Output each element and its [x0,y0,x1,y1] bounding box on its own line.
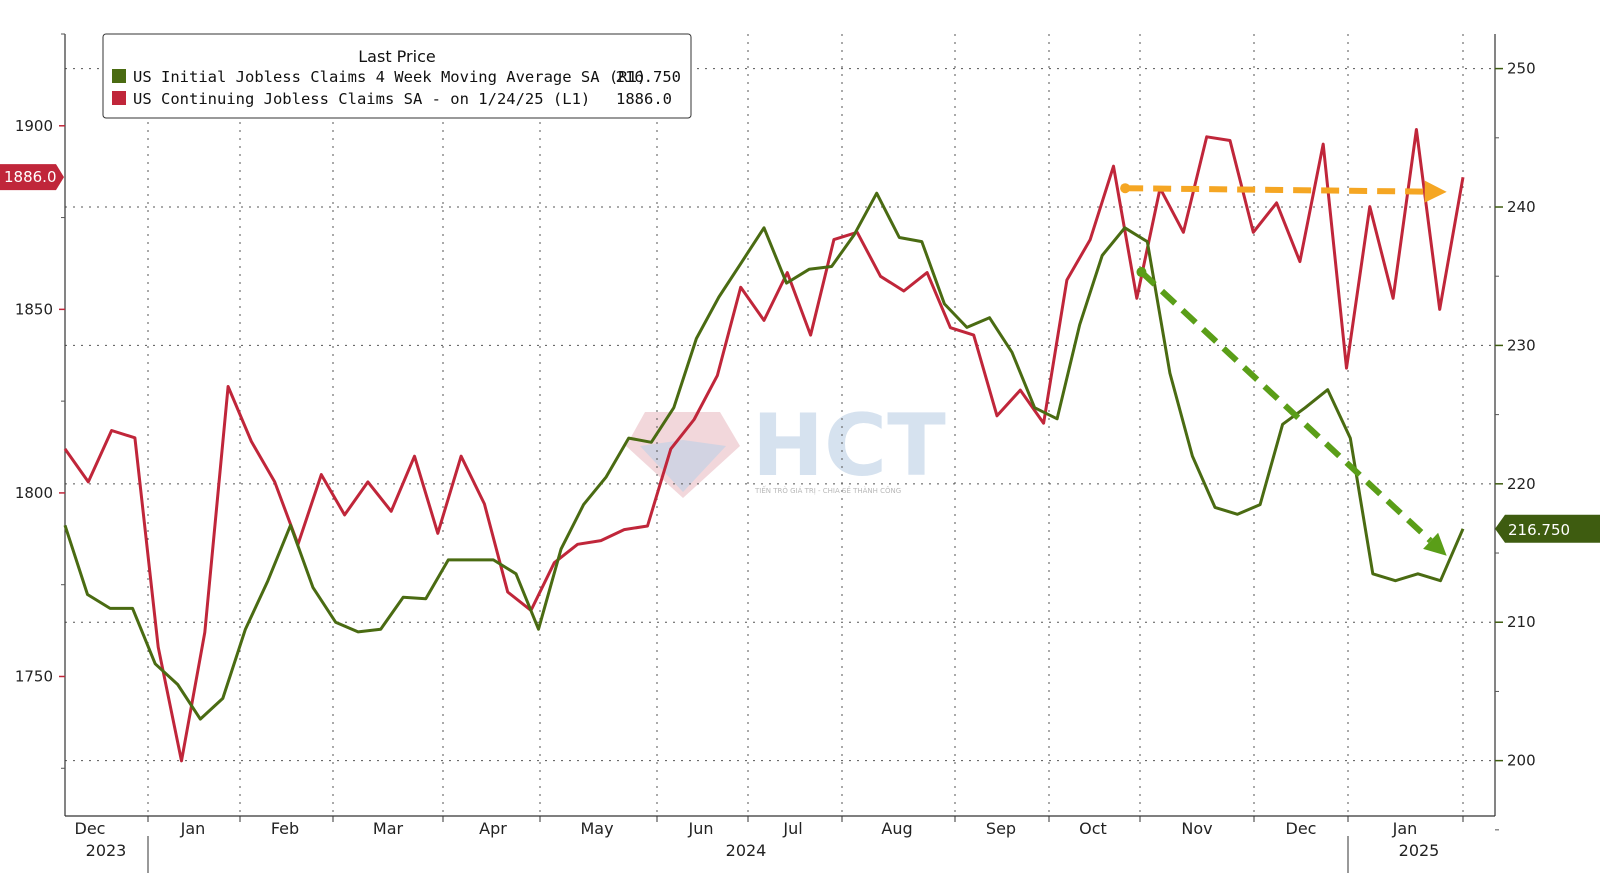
month-label: Apr [479,819,507,838]
watermark-text: HCT [752,396,946,496]
year-label: 2025 [1399,841,1440,860]
right-tick-label: 230 [1507,336,1536,354]
legend-label-initial-claims: US Initial Jobless Claims 4 Week Moving … [133,68,646,86]
month-label: Sep [986,819,1016,838]
left-value-tag-text: 1886.0 [4,168,57,186]
annotation-arrow-flat-head [1424,180,1447,203]
month-label: Mar [373,819,404,838]
legend-title: Last Price [358,47,435,66]
month-label: Oct [1079,819,1107,838]
right-tick-label: 240 [1507,198,1536,216]
year-label: 2024 [726,841,767,860]
left-tick-label: 1850 [15,300,53,318]
month-label: Nov [1181,819,1212,838]
legend-value-continuing-claims: 1886.0 [616,90,672,108]
month-label: Feb [271,819,299,838]
month-label: Aug [881,819,912,838]
legend-swatch-initial-claims [112,69,126,83]
axes [64,34,1496,873]
month-label: Jan [1392,819,1418,838]
annotation-arrow-flat-shaft [1125,185,1425,195]
left-value-tag-shape [0,164,64,191]
left-tick-label: 1750 [15,667,53,685]
month-label: Jul [782,819,802,838]
month-label: Jan [180,819,206,838]
series-line-initial-claims [63,191,1465,721]
annotation-arrow-flat-start [1120,183,1131,194]
legend: Last Price US Initial Jobless Claims 4 W… [102,33,692,119]
annotation-arrow-down-head [1423,532,1447,556]
x-axis: Dec Jan Feb Mar Apr May Jun Jul Aug Sep Oct Nov Dec J… [75,819,1440,860]
legend-box [102,33,692,119]
month-label: Dec [75,819,106,838]
annotations [1120,180,1447,556]
right-value-tag: 216.750 [1495,514,1600,543]
year-label: 2023 [86,841,127,860]
left-value-tag: 1886.0 [0,164,64,191]
series-layer [63,128,1465,763]
right-tick-label: 220 [1507,475,1536,493]
watermark-logo-inner [640,440,726,492]
right-axis: 250 240 230 220 210 200 [1495,60,1536,831]
right-tick-label: 210 [1507,613,1536,631]
watermark-subtitle: TIẾN TRÒ GIÁ TRỊ - CHIA SẺ THÀNH CÔNG [754,485,901,495]
legend-value-initial-claims: 216.750 [616,68,681,86]
left-tick-label: 1800 [15,484,53,502]
legend-label-continuing-claims: US Continuing Jobless Claims SA - on 1/2… [133,90,590,108]
right-value-tag-shape [1495,514,1600,543]
month-label: Dec [1286,819,1317,838]
month-label: May [580,819,613,838]
left-axis: 1900 1850 1800 1750 [15,33,65,769]
value-tags: 1886.0 216.750 [0,164,1600,543]
watermark: HCT TIẾN TRÒ GIÁ TRỊ - CHIA SẺ THÀNH CÔN… [626,396,946,498]
annotation-arrow-down-shaft [1139,269,1433,544]
right-value-tag-text: 216.750 [1508,521,1570,539]
right-tick-label: 200 [1507,752,1536,770]
annotation-arrow-down-start [1136,267,1147,278]
right-tick-label: 250 [1507,60,1536,78]
left-tick-label: 1900 [15,117,53,135]
month-label: Jun [688,819,714,838]
legend-swatch-continuing-claims [112,91,126,105]
